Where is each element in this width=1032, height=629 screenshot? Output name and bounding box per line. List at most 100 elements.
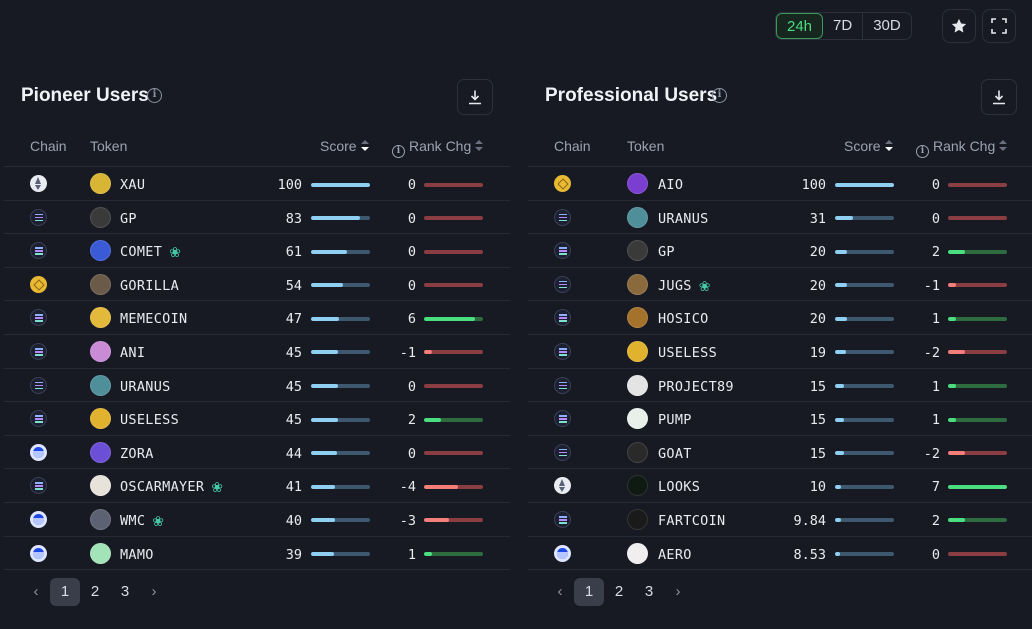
solana-chain-icon [30,208,47,226]
table-row[interactable]: MAMO 39 1 [4,537,510,571]
next-page-button[interactable]: › [675,583,681,600]
favorite-button[interactable] [942,9,976,43]
table-row[interactable]: GORILLA 54 0 [4,268,510,302]
page-2-button[interactable]: 2 [90,583,100,600]
sprout-icon: ❀ [698,278,711,295]
table-row[interactable]: GOAT 15 -2 [528,436,1032,470]
column-score[interactable]: Score [320,138,369,154]
table-row[interactable]: WMC ❀ 40 -3 [4,503,510,537]
sprout-icon: ❀ [152,513,165,530]
range-24h-button[interactable]: 24h [776,13,824,39]
token-name[interactable]: WMC ❀ [120,513,164,530]
table-row[interactable]: GP 83 0 [4,201,510,235]
token-name[interactable]: AERO [658,547,692,563]
token-name[interactable]: HOSICO [658,311,709,327]
fullscreen-button[interactable] [982,9,1016,43]
page-3-button[interactable]: 3 [644,583,654,600]
token-name[interactable]: PROJECT89 [658,379,734,395]
table-row[interactable]: HOSICO 20 1 [528,301,1032,335]
column-score[interactable]: Score [844,138,893,154]
info-icon[interactable]: i [712,88,727,103]
table-row[interactable]: USELESS 45 2 [4,402,510,436]
table-row[interactable]: COMET ❀ 61 0 [4,234,510,268]
column-rank-chg[interactable]: i Rank Chg [392,138,484,158]
token-name[interactable]: JUGS ❀ [658,278,711,295]
table-row[interactable]: MEMECOIN 47 6 [4,301,510,335]
table-row[interactable]: PROJECT89 15 1 [528,369,1032,403]
page-1-button[interactable]: 1 [574,578,604,606]
rank-change-value: 0 [407,244,416,261]
sort-icon [884,140,893,152]
score-bar [835,283,894,288]
token-name[interactable]: LOOKS [658,479,700,495]
table-row[interactable]: PUMP 15 1 [528,402,1032,436]
token-name[interactable]: GOAT [658,446,692,462]
rank-change-value: 1 [931,412,940,429]
range-7d-button[interactable]: 7D [823,13,864,39]
table-row[interactable]: AERO 8.53 0 [528,537,1032,571]
score-value: 40 [285,512,302,529]
table-row[interactable]: JUGS ❀ 20 -1 [528,268,1032,302]
table-row[interactable]: URANUS 31 0 [528,201,1032,235]
token-name[interactable]: AIO [658,177,683,193]
score-bar [311,417,370,422]
token-name[interactable]: MEMECOIN [120,311,187,327]
column-rank-chg[interactable]: i Rank Chg [916,138,1008,158]
ethereum-chain-icon [30,175,47,192]
token-name[interactable]: XAU [120,177,145,193]
token-symbol: COMET [120,244,163,261]
score-value: 10 [809,479,826,496]
sprout-icon: ❀ [211,480,224,497]
bnb-chain-icon [30,275,47,293]
page-1-button[interactable]: 1 [50,578,80,606]
token-icon [627,475,648,497]
table-row[interactable]: FARTCOIN 9.84 2 [528,503,1032,537]
prev-page-button[interactable]: ‹ [557,583,563,600]
token-name[interactable]: FARTCOIN [658,513,725,529]
download-icon [993,90,1005,105]
table-row[interactable]: URANUS 45 0 [4,369,510,403]
token-name[interactable]: COMET ❀ [120,244,181,261]
solana-chain-icon [554,443,571,461]
token-name[interactable]: PUMP [658,412,692,428]
table-row[interactable]: ANI 45 -1 [4,335,510,369]
download-button[interactable] [981,79,1017,115]
range-30d-button[interactable]: 30D [873,17,901,34]
table-row[interactable]: XAU 100 0 [4,167,510,201]
table-row[interactable]: LOOKS 10 7 [528,469,1032,503]
token-name[interactable]: URANUS [120,379,171,395]
table-row[interactable]: USELESS 19 -2 [528,335,1032,369]
next-page-button[interactable]: › [151,583,157,600]
page-2-button[interactable]: 2 [614,583,624,600]
prev-page-button[interactable]: ‹ [33,583,39,600]
token-symbol: GP [120,210,137,227]
rank-change-value: 0 [931,177,940,193]
token-name[interactable]: GORILLA [120,278,179,294]
token-name[interactable]: USELESS [120,412,179,428]
table-row[interactable]: GP 20 2 [528,234,1032,268]
table-row[interactable]: ZORA 44 0 [4,436,510,470]
token-name[interactable]: ANI [120,345,145,361]
page-3-button[interactable]: 3 [120,583,130,600]
table-row[interactable]: OSCARMAYER ❀ 41 -4 [4,469,510,503]
download-icon [469,90,481,105]
token-name[interactable]: OSCARMAYER ❀ [120,479,223,496]
token-icon [90,542,111,564]
score-bar [835,316,894,321]
token-name[interactable]: GP [120,211,137,227]
token-name[interactable]: ZORA [120,446,154,462]
table-row[interactable]: AIO 100 0 [528,167,1032,201]
star-icon [951,18,967,33]
download-button[interactable] [457,79,493,115]
token-name[interactable]: USELESS [658,345,717,361]
token-name[interactable]: GP [658,244,675,260]
rank-change-bar [424,316,483,321]
token-icon [627,340,648,362]
token-name[interactable]: URANUS [658,211,709,227]
token-symbol: AERO [658,546,692,563]
rank-change-value: 0 [931,546,940,563]
sort-icon [360,140,369,152]
token-name[interactable]: MAMO [120,547,154,563]
info-icon[interactable]: i [147,88,162,103]
column-score-label: Score [320,138,357,154]
